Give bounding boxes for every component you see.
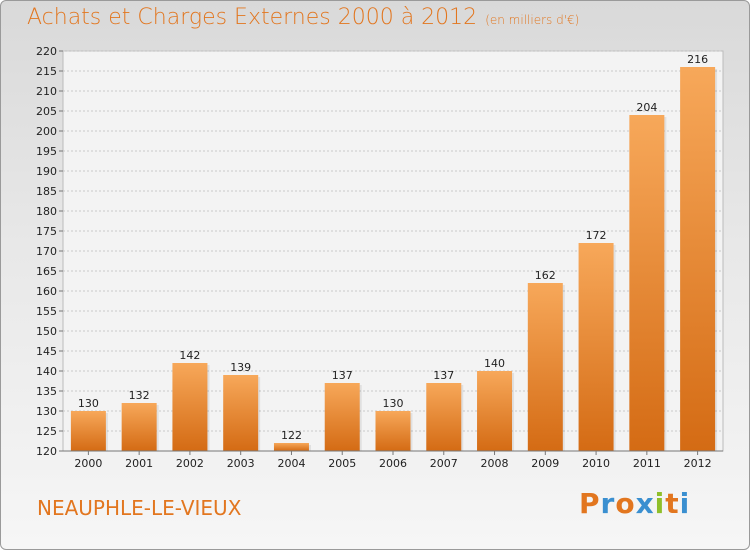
bar-value-label: 130 bbox=[78, 397, 99, 410]
x-tick-label: 2004 bbox=[277, 457, 305, 470]
y-tick-label: 160 bbox=[36, 285, 57, 298]
bar bbox=[477, 371, 513, 451]
logo-letter: t bbox=[665, 487, 680, 520]
bar-value-label: 130 bbox=[383, 397, 404, 410]
y-tick-label: 180 bbox=[36, 205, 57, 218]
x-tick-label: 2011 bbox=[633, 457, 661, 470]
bar bbox=[680, 67, 716, 451]
logo-letter: i bbox=[654, 487, 666, 520]
bar-value-label: 142 bbox=[179, 349, 200, 362]
bar bbox=[70, 411, 106, 451]
x-tick-label: 2008 bbox=[481, 457, 509, 470]
bar-value-label: 204 bbox=[636, 101, 657, 114]
y-tick-label: 220 bbox=[36, 45, 57, 58]
x-tick-label: 2009 bbox=[531, 457, 559, 470]
y-tick-label: 210 bbox=[36, 85, 57, 98]
bar-value-label: 139 bbox=[230, 361, 251, 374]
x-tick-label: 2007 bbox=[430, 457, 458, 470]
y-tick-label: 130 bbox=[36, 405, 57, 418]
y-tick-label: 150 bbox=[36, 325, 57, 338]
logo-letter: P bbox=[579, 487, 601, 520]
bar bbox=[223, 375, 259, 451]
y-tick-label: 205 bbox=[36, 105, 57, 118]
logo-letter: r bbox=[600, 487, 616, 520]
y-tick-label: 155 bbox=[36, 305, 57, 318]
y-tick-label: 215 bbox=[36, 65, 57, 78]
x-tick-label: 2010 bbox=[582, 457, 610, 470]
bar-value-label: 122 bbox=[281, 429, 302, 442]
x-tick-label: 2000 bbox=[74, 457, 102, 470]
y-tick-label: 145 bbox=[36, 345, 57, 358]
bar-value-label: 172 bbox=[586, 229, 607, 242]
bar-value-label: 137 bbox=[332, 369, 353, 382]
y-tick-label: 185 bbox=[36, 185, 57, 198]
y-tick-label: 125 bbox=[36, 425, 57, 438]
bar-value-label: 137 bbox=[433, 369, 454, 382]
y-tick-label: 170 bbox=[36, 245, 57, 258]
proxiti-logo: Proxiti bbox=[579, 487, 690, 520]
x-tick-label: 2006 bbox=[379, 457, 407, 470]
bar bbox=[375, 411, 411, 451]
x-tick-label: 2002 bbox=[176, 457, 204, 470]
logo-letter: o bbox=[615, 487, 636, 520]
x-tick-label: 2003 bbox=[227, 457, 255, 470]
x-tick-label: 2005 bbox=[328, 457, 356, 470]
x-tick-label: 2012 bbox=[684, 457, 712, 470]
y-tick-label: 120 bbox=[36, 445, 57, 458]
bar-value-label: 162 bbox=[535, 269, 556, 282]
chart-title: Achats et Charges Externes 2000 à 2012 (e… bbox=[27, 5, 579, 30]
bar-value-label: 216 bbox=[687, 53, 708, 66]
bar bbox=[324, 383, 360, 451]
y-tick-label: 175 bbox=[36, 225, 57, 238]
bar-value-label: 140 bbox=[484, 357, 505, 370]
bar bbox=[172, 363, 208, 451]
y-tick-label: 195 bbox=[36, 145, 57, 158]
bar bbox=[426, 383, 462, 451]
units-label: (en milliers d'€) bbox=[485, 13, 580, 27]
commune-name: NEAUPHLE-LE-VIEUX bbox=[37, 496, 242, 520]
bar bbox=[578, 243, 614, 451]
bar bbox=[527, 283, 563, 451]
y-tick-label: 165 bbox=[36, 265, 57, 278]
bar bbox=[273, 443, 309, 451]
x-tick-label: 2001 bbox=[125, 457, 153, 470]
y-tick-label: 135 bbox=[36, 385, 57, 398]
bar bbox=[121, 403, 157, 451]
logo-letter: x bbox=[635, 487, 655, 520]
bar-value-label: 132 bbox=[129, 389, 150, 402]
bar bbox=[629, 115, 665, 451]
title-text: Achats et Charges Externes 2000 à 2012 bbox=[27, 5, 478, 30]
y-tick-label: 200 bbox=[36, 125, 57, 138]
logo-letter: i bbox=[679, 487, 691, 520]
y-tick-label: 140 bbox=[36, 365, 57, 378]
y-tick-label: 190 bbox=[36, 165, 57, 178]
